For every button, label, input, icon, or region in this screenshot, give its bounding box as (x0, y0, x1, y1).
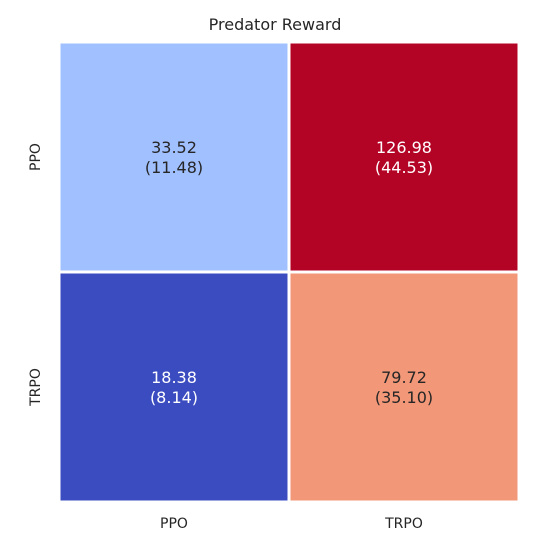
heatmap-cells: 33.52 (11.48) 126.98 (44.53) 18.38 (8.14) 79.7… (61, 44, 518, 501)
y-tick-label: PPO (28, 143, 44, 171)
heatmap-cell (291, 274, 518, 501)
cell-value-label: 126.98 (44.53) (375, 138, 433, 177)
x-tick-label: TRPO (384, 516, 423, 532)
y-tick-labels: PPO TRPO (28, 143, 44, 407)
heatmap-cell (61, 44, 288, 271)
x-tick-labels: PPO TRPO (160, 516, 423, 532)
cell-value-label: 18.38 (8.14) (150, 368, 198, 407)
y-tick-label: TRPO (28, 368, 44, 407)
cell-value-label: 33.52 (11.48) (145, 138, 203, 177)
cell-value-label: 79.72 (35.10) (375, 368, 433, 407)
heatmap-cell (291, 44, 518, 271)
x-tick-label: PPO (160, 516, 188, 532)
heatmap-cell (61, 274, 288, 501)
